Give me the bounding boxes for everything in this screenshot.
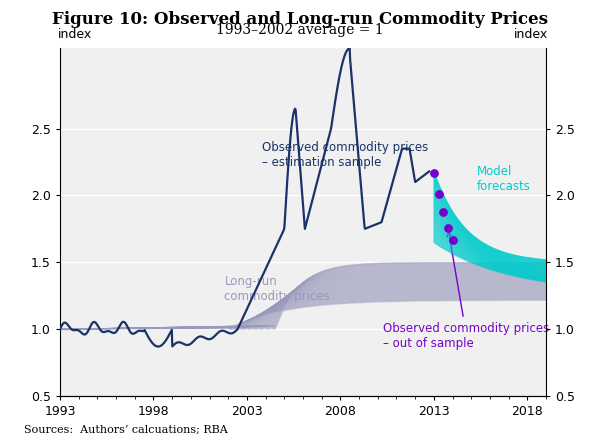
Point <box>448 236 457 243</box>
Text: Figure 10: Observed and Long-run Commodity Prices: Figure 10: Observed and Long-run Commodi… <box>52 11 548 28</box>
Text: index: index <box>58 28 92 41</box>
Text: Long-run
commodity prices: Long-run commodity prices <box>224 275 330 303</box>
Text: Model
forecasts: Model forecasts <box>477 165 531 194</box>
Text: Sources:  Authors’ calcuations; RBA: Sources: Authors’ calcuations; RBA <box>24 425 228 435</box>
Text: index: index <box>514 28 548 41</box>
Point <box>434 191 443 198</box>
Point <box>439 208 448 215</box>
Text: Observed commodity prices
– out of sample: Observed commodity prices – out of sampl… <box>383 232 550 350</box>
Point <box>429 169 439 176</box>
Text: 1993–2002 average = 1: 1993–2002 average = 1 <box>216 23 384 37</box>
Point <box>443 224 452 231</box>
Text: Observed commodity prices
– estimation sample: Observed commodity prices – estimation s… <box>262 141 428 169</box>
